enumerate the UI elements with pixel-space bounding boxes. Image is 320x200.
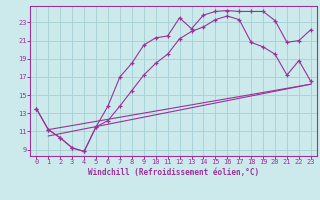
X-axis label: Windchill (Refroidissement éolien,°C): Windchill (Refroidissement éolien,°C) [88, 168, 259, 177]
